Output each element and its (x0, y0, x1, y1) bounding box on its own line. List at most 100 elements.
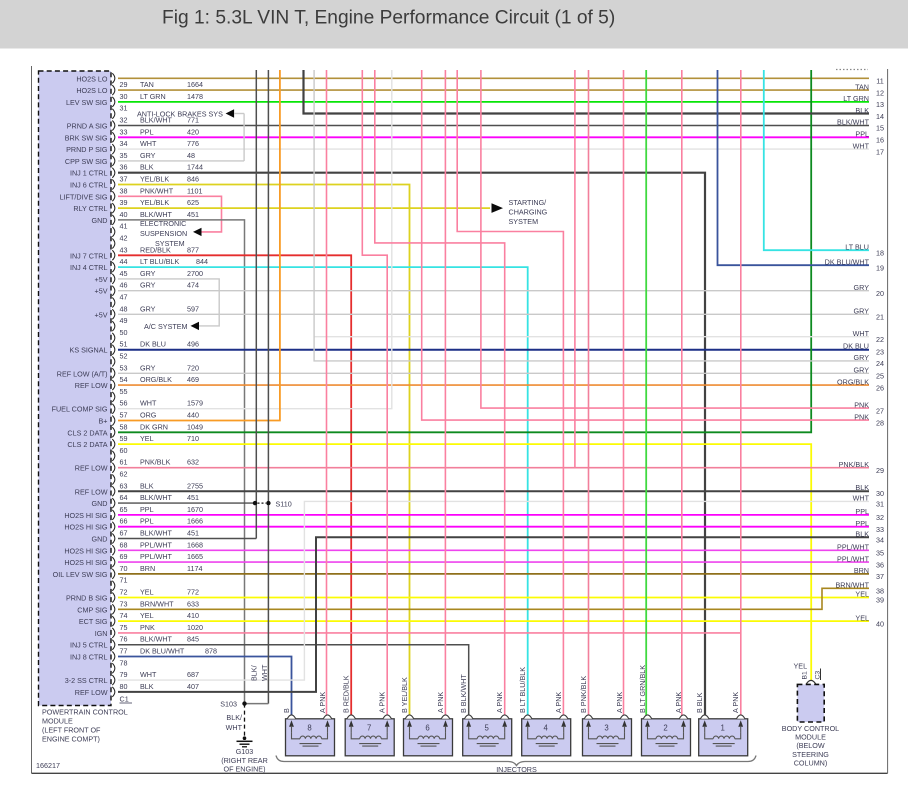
svg-text:PPL: PPL (140, 127, 154, 136)
svg-text:845: 845 (187, 635, 199, 644)
svg-text:REF LOW: REF LOW (75, 381, 108, 390)
svg-text:PNK: PNK (140, 623, 155, 632)
svg-text:40: 40 (876, 619, 884, 628)
svg-text:62: 62 (120, 470, 128, 479)
svg-text:YEL/BLK: YEL/BLK (140, 198, 169, 207)
svg-text:ECT SIG: ECT SIG (79, 617, 108, 626)
svg-text:WHT: WHT (140, 139, 157, 148)
svg-text:GRY: GRY (140, 363, 156, 372)
svg-text:PPL/WHT: PPL/WHT (837, 554, 870, 563)
svg-text:A PNK: A PNK (378, 692, 387, 713)
svg-text:BRK SW SIG: BRK SW SIG (65, 133, 108, 142)
svg-text:31: 31 (876, 500, 884, 509)
svg-text:WHT: WHT (140, 399, 157, 408)
svg-text:BLK/: BLK/ (250, 665, 259, 681)
svg-text:C1: C1 (120, 695, 129, 704)
svg-text:HO2S HI SIG: HO2S HI SIG (64, 546, 108, 555)
svg-text:DK BLU: DK BLU (140, 340, 166, 349)
svg-text:WHT: WHT (140, 670, 157, 679)
svg-text:PRND B SIG: PRND B SIG (66, 594, 108, 603)
svg-text:597: 597 (187, 304, 199, 313)
svg-text:878: 878 (205, 647, 217, 656)
svg-text:35: 35 (120, 151, 128, 160)
svg-text:A/C SYSTEM: A/C SYSTEM (144, 322, 188, 331)
svg-text:1670: 1670 (187, 505, 203, 514)
svg-text:WHT: WHT (260, 664, 269, 681)
svg-text:70: 70 (120, 564, 128, 573)
svg-text:LT BLU/BLK: LT BLU/BLK (140, 257, 179, 266)
svg-text:44: 44 (120, 257, 128, 266)
svg-text:18: 18 (876, 249, 884, 258)
svg-text:CLS 2 DATA: CLS 2 DATA (67, 440, 107, 449)
svg-text:2: 2 (663, 724, 667, 733)
svg-text:31: 31 (120, 104, 128, 113)
svg-text:846: 846 (187, 175, 199, 184)
svg-text:57: 57 (120, 411, 128, 420)
svg-text:(LEFT FRONT OF: (LEFT FRONT OF (42, 726, 101, 735)
svg-text:54: 54 (120, 375, 128, 384)
svg-text:BLK: BLK (855, 106, 869, 115)
svg-text:30: 30 (876, 489, 884, 498)
svg-text:C3: C3 (815, 671, 822, 680)
svg-text:PPL: PPL (140, 517, 154, 526)
svg-text:60: 60 (120, 446, 128, 455)
svg-text:474: 474 (187, 281, 199, 290)
svg-text:WHT: WHT (226, 723, 243, 732)
svg-text:WHT: WHT (853, 329, 870, 338)
svg-text:36: 36 (876, 560, 884, 569)
svg-text:B: B (282, 708, 291, 713)
svg-text:53: 53 (120, 363, 128, 372)
svg-text:CPP SW SIG: CPP SW SIG (65, 157, 108, 166)
svg-text:LT GRN: LT GRN (140, 92, 166, 101)
svg-text:1579: 1579 (187, 399, 203, 408)
svg-text:PRND A SIG: PRND A SIG (67, 122, 108, 131)
svg-text:GRY: GRY (854, 365, 870, 374)
svg-text:DK BLU: DK BLU (843, 342, 869, 351)
svg-text:STEERING: STEERING (792, 750, 829, 759)
svg-text:BRN: BRN (140, 564, 155, 573)
svg-text:REF LOW: REF LOW (75, 487, 108, 496)
svg-text:PPL/WHT: PPL/WHT (140, 540, 173, 549)
svg-text:32: 32 (876, 513, 884, 522)
svg-text:451: 451 (187, 210, 199, 219)
svg-text:21: 21 (876, 313, 884, 322)
svg-text:LEV SW SIG: LEV SW SIG (66, 98, 108, 107)
svg-text:BLK: BLK (855, 530, 869, 539)
svg-text:YEL: YEL (140, 611, 154, 620)
svg-text:BLK: BLK (140, 682, 154, 691)
svg-text:2700: 2700 (187, 269, 203, 278)
svg-text:YEL: YEL (855, 590, 869, 599)
svg-text:B+: B+ (99, 417, 108, 426)
svg-text:PPL/WHT: PPL/WHT (837, 543, 870, 552)
svg-text:8: 8 (307, 724, 311, 733)
svg-text:3-2 SS CTRL: 3-2 SS CTRL (65, 676, 108, 685)
svg-text:1744: 1744 (187, 163, 203, 172)
svg-text:REF LOW: REF LOW (75, 464, 108, 473)
svg-text:B RED/BLK: B RED/BLK (342, 675, 351, 713)
svg-text:844: 844 (196, 257, 208, 266)
svg-text:633: 633 (187, 599, 199, 608)
svg-text:SYSTEM: SYSTEM (509, 217, 539, 226)
svg-text:COLUMN): COLUMN) (794, 758, 828, 767)
svg-text:58: 58 (120, 422, 128, 431)
svg-text:BLK: BLK (140, 163, 154, 172)
svg-text:B LT BLU/BLK: B LT BLU/BLK (518, 667, 527, 713)
svg-text:INJ 8 CTRL: INJ 8 CTRL (70, 653, 108, 662)
svg-text:32: 32 (120, 116, 128, 125)
svg-text:1666: 1666 (187, 517, 203, 526)
svg-text:39: 39 (876, 596, 884, 605)
svg-text:ENGINE COMPT): ENGINE COMPT) (42, 735, 100, 744)
svg-text:34: 34 (120, 139, 128, 148)
svg-text:RLY CTRL: RLY CTRL (73, 204, 107, 213)
svg-text:27: 27 (876, 406, 884, 415)
svg-text:B BLK: B BLK (695, 692, 704, 713)
svg-text:65: 65 (120, 505, 128, 514)
svg-text:PNK: PNK (854, 412, 869, 421)
svg-text:496: 496 (187, 340, 199, 349)
svg-text:40: 40 (120, 210, 128, 219)
svg-text:47: 47 (120, 293, 128, 302)
svg-text:440: 440 (187, 411, 199, 420)
svg-text:WHT: WHT (853, 494, 870, 503)
svg-text:48: 48 (187, 151, 195, 160)
svg-text:1478: 1478 (187, 92, 203, 101)
